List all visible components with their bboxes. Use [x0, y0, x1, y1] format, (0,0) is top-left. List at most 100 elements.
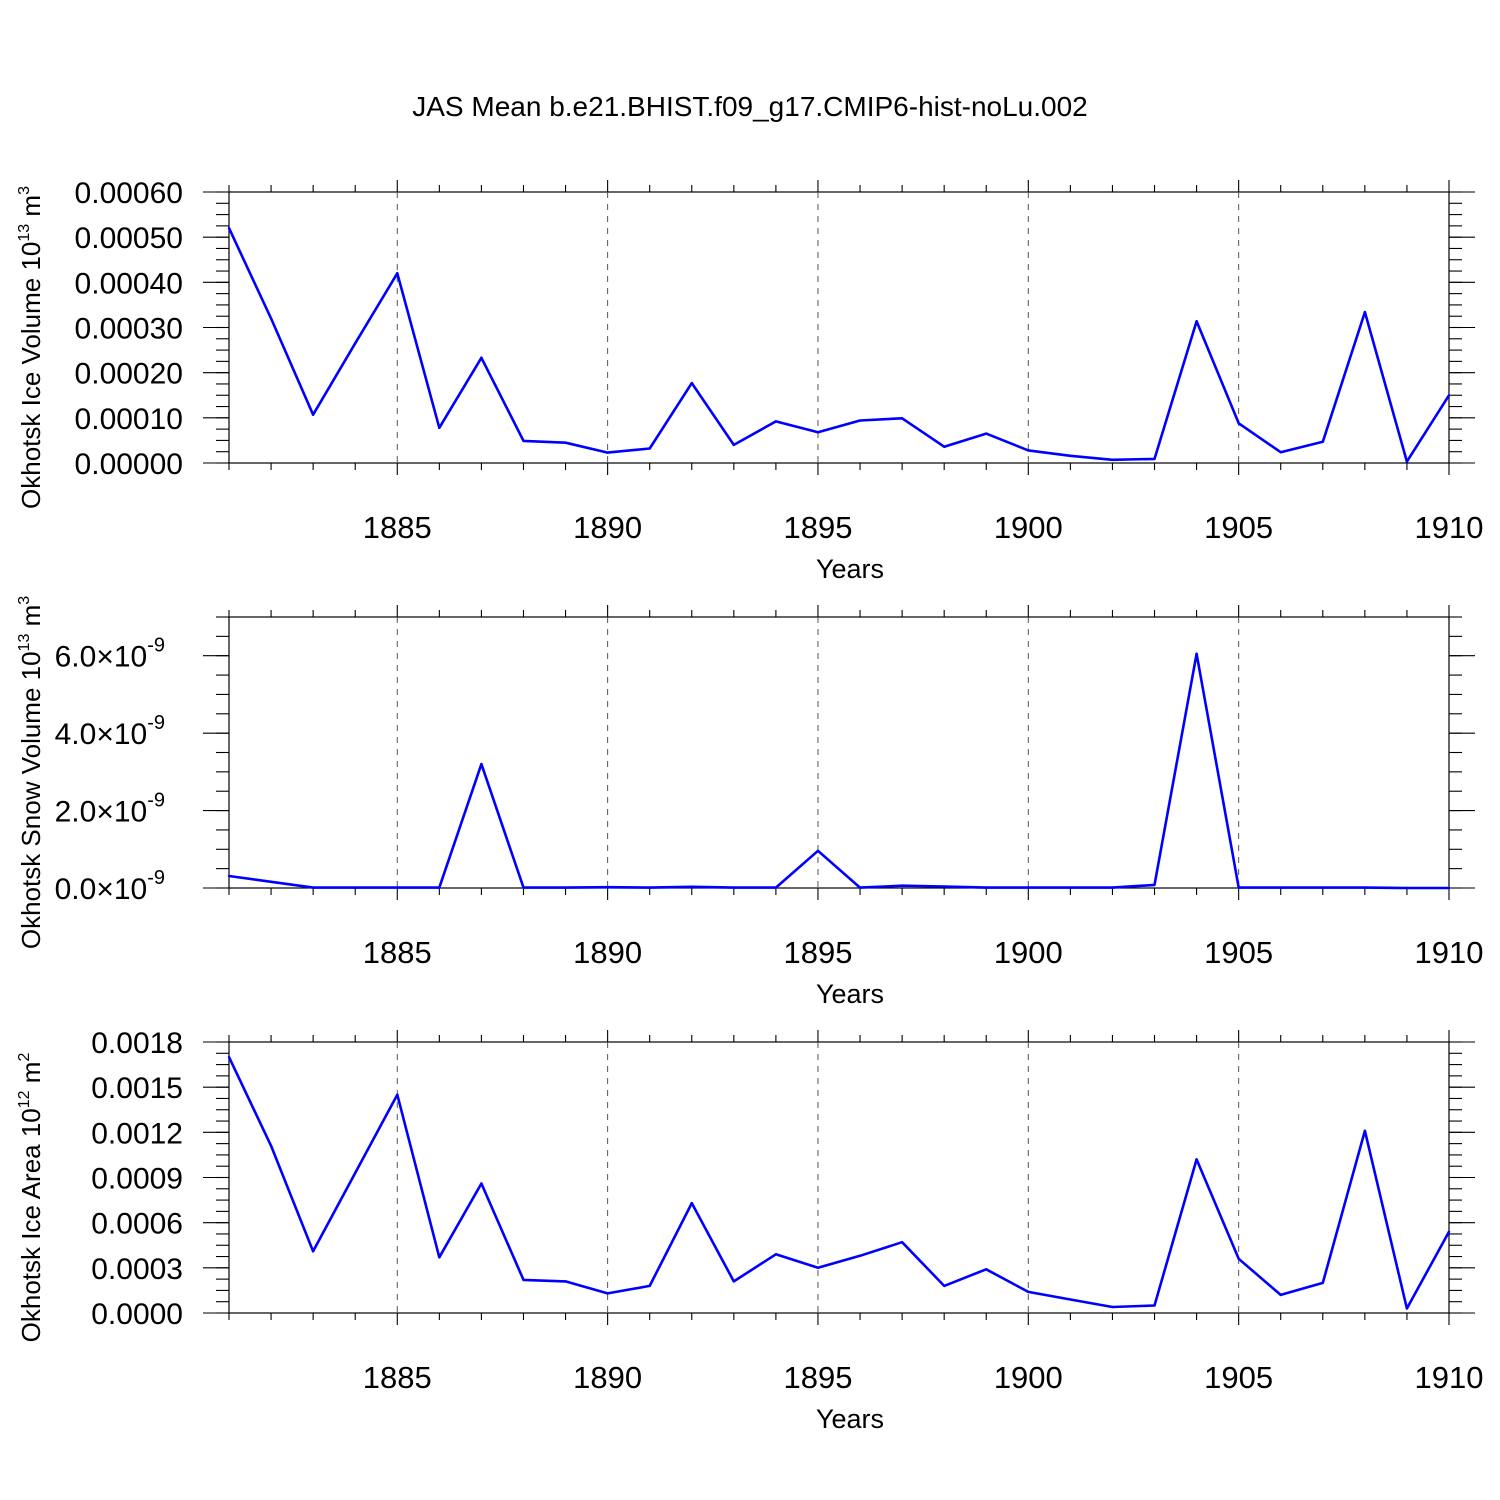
- data-point: [774, 1253, 778, 1256]
- data-point: [1405, 1307, 1409, 1310]
- y-label-exponent: 12: [16, 1090, 33, 1108]
- y-tick-label: 0.00040: [75, 267, 183, 300]
- data-point: [269, 880, 273, 884]
- data-point: [648, 886, 651, 889]
- data-point: [1153, 883, 1156, 887]
- data-point: [985, 1268, 988, 1271]
- data-point: [816, 431, 820, 434]
- data-point: [1405, 886, 1409, 890]
- data-point: [774, 886, 778, 889]
- data-point: [396, 1093, 399, 1096]
- data-point: [564, 886, 567, 889]
- data-point: [438, 886, 441, 889]
- y-axis-label: Okhotsk Ice Area 1012 m2: [16, 1053, 46, 1343]
- data-point: [438, 426, 441, 429]
- data-point: [900, 884, 904, 887]
- x-axis-label: Years: [816, 554, 884, 584]
- data-point: [227, 226, 231, 230]
- data-point: [480, 762, 483, 766]
- x-tick-label: 1910: [1415, 935, 1484, 970]
- data-point: [1363, 310, 1367, 314]
- x-tick-label: 1910: [1415, 510, 1484, 545]
- x-tick-label: 1885: [363, 510, 432, 545]
- data-point: [1111, 1305, 1114, 1309]
- data-point: [985, 886, 988, 889]
- y-tick-label: 0.0006: [91, 1208, 183, 1241]
- data-point: [900, 1241, 904, 1244]
- y-label-unit-exponent: 2: [16, 1053, 33, 1062]
- data-point: [480, 356, 483, 359]
- figure-title: JAS Mean b.e21.BHIST.f09_g17.CMIP6-hist-…: [412, 91, 1088, 122]
- data-point: [354, 886, 357, 889]
- data-point: [1237, 422, 1240, 425]
- data-point: [1195, 652, 1198, 655]
- panel-3: 1885 1890 1895 1900 1905 1910 0.0000 0.0003 0.00…: [16, 1027, 1483, 1434]
- data-point: [480, 1182, 483, 1185]
- y-label-text: Okhotsk Ice Volume 10: [16, 242, 46, 509]
- series-line: [228, 652, 1449, 890]
- data-point: [354, 342, 357, 345]
- data-point: [1069, 886, 1072, 889]
- data-point: [1405, 460, 1409, 463]
- y-axis-label: Okhotsk Ice Volume 1013 m3: [16, 186, 46, 509]
- y-tick-mantissa: 2.0×10: [55, 796, 148, 829]
- data-point: [1447, 886, 1451, 890]
- data-point: [1027, 449, 1030, 452]
- y-tick-label: 0.00020: [75, 358, 183, 391]
- data-point: [227, 874, 231, 878]
- y-tick-label: 0.00050: [75, 222, 183, 255]
- data-point: [1069, 1298, 1072, 1301]
- x-tick-label: 1895: [783, 1360, 852, 1395]
- y-label-exponent: 13: [16, 224, 33, 242]
- y-tick-exponent: -9: [147, 635, 165, 657]
- data-point: [396, 886, 399, 889]
- y-tick-exponent: -9: [147, 867, 165, 889]
- data-point: [774, 420, 778, 423]
- x-tick-label: 1910: [1415, 1360, 1484, 1395]
- data-point: [269, 1144, 273, 1148]
- data-point: [1321, 886, 1324, 889]
- data-point: [985, 432, 988, 435]
- data-point: [1027, 1290, 1030, 1294]
- data-point: [564, 441, 567, 444]
- x-tick-label: 1890: [573, 935, 642, 970]
- series-line: [227, 227, 1451, 463]
- data-point: [648, 447, 651, 450]
- data-point: [606, 886, 609, 889]
- data-point: [732, 443, 736, 447]
- y-tick-label: 2.0×10-9: [55, 790, 165, 829]
- data-point: [1447, 1230, 1451, 1233]
- data-point: [1321, 440, 1324, 443]
- y-tick-mantissa: 4.0×10: [55, 718, 148, 751]
- x-tick-label: 1900: [994, 1360, 1063, 1395]
- y-label-unit-exponent: 3: [16, 186, 33, 195]
- x-axis-label: Years: [816, 979, 884, 1009]
- data-point: [1195, 319, 1198, 323]
- data-point: [522, 439, 525, 443]
- x-tick-label: 1895: [783, 510, 852, 545]
- data-point: [732, 886, 736, 889]
- x-tick-label: 1890: [573, 510, 642, 545]
- data-point: [900, 417, 904, 420]
- y-label-text: Okhotsk Ice Area 10: [16, 1108, 46, 1342]
- y-tick-mantissa: 0.0×10: [55, 873, 148, 906]
- y-tick-label: 0.0018: [91, 1027, 183, 1060]
- panel-1: 1885 1890 1895 1900 1905 1910 0.00000 0.00010 0.…: [16, 177, 1483, 584]
- data-point: [858, 419, 862, 422]
- x-tick-label: 1885: [363, 935, 432, 970]
- y-label-unit: m: [16, 195, 46, 224]
- data-point: [1195, 1158, 1198, 1161]
- data-point: [311, 886, 315, 889]
- data-point: [1279, 450, 1282, 454]
- data-point: [942, 885, 946, 888]
- data-point: [648, 1284, 651, 1288]
- x-tick-label: 1900: [994, 510, 1063, 545]
- data-point: [1153, 457, 1156, 461]
- data-point: [311, 413, 315, 416]
- data-point: [1111, 886, 1114, 889]
- y-tick-label: 0.00060: [75, 177, 183, 210]
- y-label-text: Okhotsk Snow Volume 10: [16, 651, 46, 949]
- data-point: [227, 1055, 231, 1059]
- plot-frame: [228, 1041, 1450, 1314]
